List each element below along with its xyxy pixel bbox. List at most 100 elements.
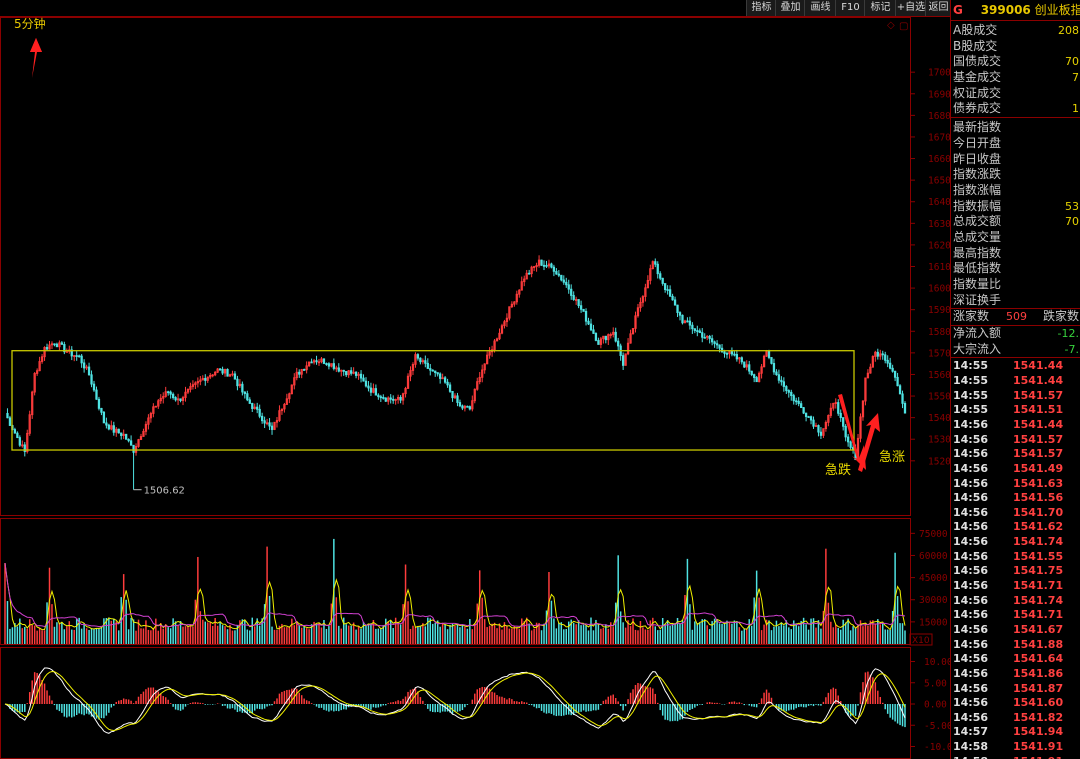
volume-bar [9,628,11,644]
tick-price: 1541.82 [1013,710,1064,724]
volume-bar [572,622,575,644]
toolbar-button[interactable]: 指标 [746,0,776,16]
volume-bar [456,623,459,644]
volume-bar [293,625,296,644]
volume-bar [582,624,585,644]
volume-bar [847,618,849,644]
price-tick-label: 1580 [928,327,950,338]
volume-bar [157,630,160,644]
volume-bar [600,628,602,644]
down-count-label: 跌家数 [1043,309,1080,324]
toolbar-button[interactable]: 返回 [925,0,951,16]
candle-body [194,382,197,386]
candle-body [26,432,29,453]
volume-bar [610,622,612,644]
candle-body [387,397,390,402]
tick-row: 14:56 1541.86 [951,667,1080,682]
candle-body [159,397,162,402]
volume-bar [788,627,790,644]
candle-body [869,366,872,374]
tick-price: 1541.57 [1013,432,1064,446]
volume-bar [41,630,43,644]
volume-bar [258,625,261,644]
tick-price: 1541.57 [1013,447,1064,461]
tick-time: 14:56 [953,622,989,636]
candle-body [725,352,729,355]
volume-bar [703,619,706,644]
candle-body [795,400,798,403]
candle-body [120,432,123,436]
candle-body [241,383,244,393]
stat-row: 债券成交 1 [951,101,1080,117]
toolbar-button[interactable]: 画线 [804,0,836,16]
volume-bar [716,619,718,644]
candle-body [577,299,580,307]
candle-body [409,370,412,377]
candle-body [740,357,743,363]
candle-body [162,396,165,399]
stat-row: 最高指数 [951,246,1080,262]
volume-bar [98,628,100,644]
candle-body [579,305,583,310]
candle-body [107,424,110,430]
volume-bar [184,626,187,644]
candle-body [125,433,128,440]
volume-bar [345,624,347,644]
candle-body [812,419,815,427]
candle-body [439,373,442,379]
candle-body [451,390,454,399]
candle-body [753,374,756,378]
chart-area: ◇ ▢ 1520 1530 1540 1550 1560 1570 1580 1590 1600 16… [0,16,950,759]
volume-bar [251,617,253,644]
volume-bar [127,629,130,644]
candle-body [154,405,157,408]
candle-body [881,353,884,356]
toolbar-button[interactable]: 叠加 [775,0,805,16]
tick-row: 14:56 1541.87 [951,682,1080,697]
volume-bar [71,629,73,644]
toolbar-button[interactable]: F10 [835,0,865,16]
toolbar-button[interactable]: 标记 [864,0,896,16]
candle-body [713,341,716,345]
tick-row: 14:56 1541.64 [951,652,1080,667]
candle-body [703,336,706,339]
candle-body [342,369,345,372]
volume-bar [481,597,483,644]
up-count-value: 509 [1006,310,1027,324]
volume-bar [723,623,726,644]
candle-body [562,279,565,283]
stat-label: 今日开盘 [953,135,1002,150]
volume-bar [335,597,338,644]
candle-body [330,363,333,367]
candle-body [18,437,21,446]
volume-bar [441,622,444,644]
candle-body [495,338,499,342]
candle-body [676,304,679,313]
volume-bar [370,623,372,644]
tick-row: 14:56 1541.57 [951,433,1080,448]
tick-price: 1541.44 [1013,418,1064,431]
candle-body [827,415,830,423]
volume-bar [172,618,174,644]
candle-body [876,351,879,357]
volume-bar [587,630,590,644]
volume-bar [216,625,219,644]
volume-bar [140,628,142,644]
candle-body [782,381,785,387]
candle-body [43,347,46,358]
volume-bar [563,629,565,644]
tick-time: 14:56 [953,681,989,695]
toolbar-button[interactable]: +自选 [895,0,926,16]
volume-bar [830,621,832,644]
volume-bar [268,595,271,644]
volume-bar [671,624,674,644]
tick-price: 1541.44 [1013,374,1064,388]
candle-body [149,413,153,419]
candle-body [290,384,293,395]
volume-bar [372,620,375,644]
candle-body [817,425,820,433]
candle-body [775,371,778,376]
candle-body [575,299,578,301]
candle-body [115,428,118,433]
candle-body [221,368,224,374]
